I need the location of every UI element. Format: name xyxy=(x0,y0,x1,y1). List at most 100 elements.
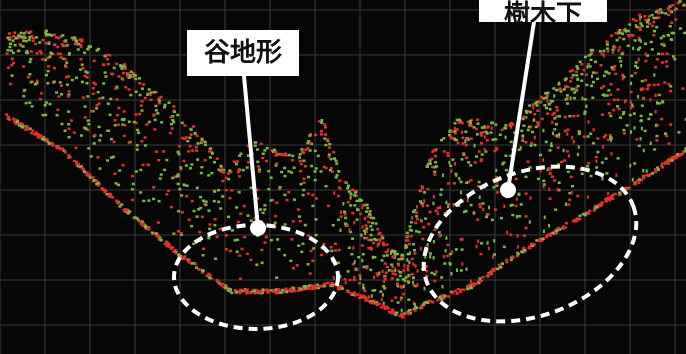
vegetation-point xyxy=(183,124,187,127)
vegetation-point xyxy=(81,67,85,70)
vegetation-point xyxy=(324,185,328,188)
vegetation-point xyxy=(533,143,537,147)
vegetation-point xyxy=(213,224,217,227)
ground-point xyxy=(401,316,404,319)
vegetation-point xyxy=(607,89,611,92)
vegetation-point xyxy=(290,171,294,174)
vegetation-point xyxy=(316,154,320,158)
ground-point xyxy=(150,231,154,234)
vegetation-point xyxy=(544,92,548,95)
vegetation-point xyxy=(542,229,545,234)
ground-point xyxy=(103,190,107,194)
vegetation-point xyxy=(464,138,468,141)
vegetation-point xyxy=(300,250,304,254)
vegetation-point xyxy=(510,125,513,129)
vegetation-point xyxy=(102,63,106,67)
vegetation-point xyxy=(360,244,364,247)
vegetation-point xyxy=(361,258,364,263)
ground-point xyxy=(229,288,232,291)
vegetation-point xyxy=(608,111,611,115)
vegetation-point xyxy=(404,276,408,279)
ground-point xyxy=(415,306,419,310)
vegetation-point xyxy=(432,240,435,244)
vegetation-point xyxy=(568,198,572,202)
vegetation-point xyxy=(369,268,373,272)
vegetation-point xyxy=(602,49,606,53)
vegetation-point xyxy=(265,146,269,150)
vegetation-point xyxy=(415,215,419,218)
vegetation-point xyxy=(65,83,69,86)
vegetation-point xyxy=(358,281,362,285)
vegetation-point xyxy=(413,303,416,307)
vegetation-point xyxy=(275,201,279,205)
vegetation-point xyxy=(484,130,488,134)
vegetation-point xyxy=(63,129,67,132)
vegetation-point xyxy=(583,112,587,115)
vegetation-point xyxy=(567,203,571,206)
vegetation-point xyxy=(683,31,686,35)
vegetation-point xyxy=(275,276,279,279)
vegetation-point xyxy=(394,296,398,299)
vegetation-point xyxy=(38,41,42,44)
vegetation-point xyxy=(469,179,473,182)
vegetation-point xyxy=(546,94,549,97)
ground-point xyxy=(670,159,674,162)
vegetation-point xyxy=(275,152,279,156)
vegetation-point xyxy=(598,50,602,53)
vegetation-point xyxy=(309,249,313,253)
vegetation-point xyxy=(78,38,82,41)
vegetation-point xyxy=(362,287,366,290)
vegetation-point xyxy=(175,175,179,178)
ground-point xyxy=(97,183,101,186)
vegetation-point xyxy=(83,105,87,108)
vegetation-point xyxy=(611,48,615,51)
vegetation-point xyxy=(396,278,400,281)
ground-point xyxy=(657,168,660,171)
vegetation-point xyxy=(247,160,251,164)
vegetation-point xyxy=(96,90,100,94)
vegetation-point xyxy=(653,29,656,33)
vegetation-point xyxy=(27,38,31,42)
vegetation-point xyxy=(468,120,472,123)
vegetation-point xyxy=(123,124,127,127)
vegetation-point xyxy=(624,28,627,32)
valley-ellipse xyxy=(172,223,340,331)
vegetation-point xyxy=(58,81,62,84)
ground-point xyxy=(485,274,489,278)
vegetation-point xyxy=(458,176,461,181)
vegetation-point xyxy=(393,250,397,253)
vegetation-point xyxy=(135,148,139,151)
vegetation-point xyxy=(117,183,121,187)
vegetation-point xyxy=(343,210,346,213)
ground-point xyxy=(255,289,259,292)
ground-point xyxy=(400,312,404,316)
vegetation-point xyxy=(569,175,573,179)
vegetation-point xyxy=(263,241,267,244)
ground-point xyxy=(36,132,40,136)
vegetation-point xyxy=(653,73,656,77)
vegetation-point xyxy=(469,164,473,167)
ground-point xyxy=(379,306,383,309)
vegetation-point xyxy=(10,74,14,77)
vegetation-point xyxy=(602,135,606,139)
vegetation-point xyxy=(23,88,27,92)
vegetation-point xyxy=(609,114,613,118)
ground-point xyxy=(104,189,108,192)
vegetation-point xyxy=(542,184,545,189)
vegetation-point xyxy=(634,24,637,28)
ground-point xyxy=(237,290,241,293)
vegetation-point xyxy=(292,166,296,170)
vegetation-point xyxy=(491,121,494,124)
ground-point xyxy=(611,197,615,201)
vegetation-point xyxy=(198,230,202,234)
vegetation-point xyxy=(241,168,245,172)
vegetation-point xyxy=(416,269,419,273)
vegetation-point xyxy=(610,66,614,69)
vegetation-point xyxy=(660,52,664,56)
vegetation-point xyxy=(596,137,600,140)
vegetation-point xyxy=(604,70,608,73)
vegetation-point xyxy=(645,87,649,91)
vegetation-point xyxy=(605,43,609,46)
vegetation-point xyxy=(629,163,632,168)
ground-point xyxy=(575,218,579,222)
